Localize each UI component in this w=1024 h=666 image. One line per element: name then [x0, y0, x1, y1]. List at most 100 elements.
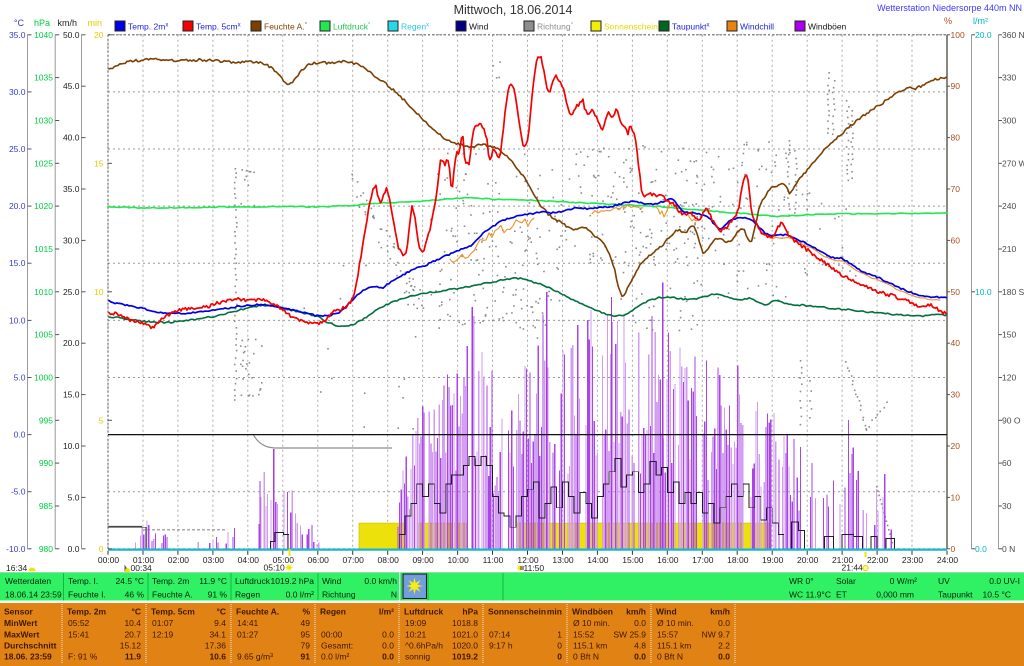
svg-text:35.0: 35.0 — [9, 30, 26, 40]
svg-text:°C: °C — [131, 607, 141, 617]
svg-text:09:00: 09:00 — [412, 555, 434, 565]
svg-text:-5.0: -5.0 — [11, 487, 26, 497]
svg-text:980: 980 — [39, 544, 53, 554]
svg-text:1019.2: 1019.2 — [452, 652, 478, 662]
svg-text:0.0 l/m²: 0.0 l/m² — [286, 590, 315, 600]
svg-text:Windchill: Windchill — [740, 22, 774, 32]
svg-text:0.0: 0.0 — [382, 630, 394, 640]
svg-text:min: min — [87, 18, 102, 28]
svg-text:Richtung: Richtung — [322, 590, 356, 600]
svg-text:km/h: km/h — [57, 18, 77, 28]
svg-text:00:00: 00:00 — [321, 630, 343, 640]
svg-text:30: 30 — [951, 390, 961, 400]
svg-text:16:00: 16:00 — [657, 555, 679, 565]
svg-text:°C: °C — [216, 607, 226, 617]
svg-text:00:00: 00:00 — [98, 555, 120, 565]
svg-text:Wetterdaten: Wetterdaten — [5, 576, 51, 586]
svg-text:0.0: 0.0 — [718, 618, 730, 628]
svg-text:985: 985 — [39, 501, 53, 511]
svg-text:07:00: 07:00 — [343, 555, 365, 565]
svg-text:1021.0: 1021.0 — [452, 630, 478, 640]
svg-text:4.8: 4.8 — [634, 641, 646, 651]
svg-text:0,000 mm: 0,000 mm — [876, 590, 914, 600]
svg-text:50.0: 50.0 — [63, 30, 80, 40]
svg-text:11:00: 11:00 — [483, 555, 504, 565]
svg-text:180 S: 180 S — [1002, 287, 1024, 297]
svg-text:ET: ET — [836, 590, 847, 600]
svg-text:Gesamt:: Gesamt: — [321, 641, 353, 651]
svg-text:Windböen: Windböen — [572, 607, 613, 617]
svg-text:l/m²: l/m² — [973, 16, 988, 26]
svg-text:1015: 1015 — [34, 244, 53, 254]
svg-text:19:09: 19:09 — [405, 618, 427, 628]
svg-text:18:00: 18:00 — [727, 555, 749, 565]
svg-text:11:50: 11:50 — [524, 563, 545, 573]
svg-text:Sonnenschein: Sonnenschein — [604, 22, 658, 32]
svg-text:Luftdruck°: Luftdruck° — [333, 22, 371, 32]
svg-text:10:21: 10:21 — [405, 630, 427, 640]
svg-text:0 Bft N: 0 Bft N — [573, 652, 599, 662]
svg-text:1035: 1035 — [34, 73, 53, 83]
svg-text:01:00: 01:00 — [133, 555, 155, 565]
svg-text:07:14: 07:14 — [489, 630, 511, 640]
svg-text:03:00: 03:00 — [203, 555, 225, 565]
svg-text:9:17 h: 9:17 h — [489, 641, 513, 651]
svg-text:0.0: 0.0 — [634, 618, 646, 628]
svg-text:0.0: 0.0 — [382, 652, 394, 662]
svg-text:40: 40 — [951, 338, 961, 348]
svg-text:Temp. I.: Temp. I. — [68, 576, 98, 586]
svg-text:10:00: 10:00 — [447, 555, 469, 565]
svg-text:60: 60 — [1002, 458, 1012, 468]
svg-text:1040: 1040 — [34, 30, 53, 40]
svg-text:08:00: 08:00 — [378, 555, 400, 565]
svg-text:15:00: 15:00 — [622, 555, 644, 565]
svg-text:Temp. 2m: Temp. 2m — [67, 607, 106, 617]
svg-text:2.2: 2.2 — [718, 641, 730, 651]
svg-text:15: 15 — [94, 158, 104, 168]
svg-text:0.0 UV-I: 0.0 UV-I — [989, 576, 1020, 586]
svg-text:360 N: 360 N — [1002, 30, 1024, 40]
svg-text:17:00: 17:00 — [692, 555, 714, 565]
svg-text:N: N — [391, 590, 397, 600]
svg-text:Wind: Wind — [322, 576, 342, 586]
svg-text:10.6: 10.6 — [209, 652, 226, 662]
svg-text:120: 120 — [1002, 373, 1016, 383]
svg-text:10.5 °C: 10.5 °C — [983, 590, 1011, 600]
svg-text:300: 300 — [1002, 116, 1016, 126]
svg-text:NW 9.7: NW 9.7 — [702, 630, 731, 640]
svg-text:00:34: 00:34 — [131, 563, 153, 573]
svg-text:1019.2 hPa: 1019.2 hPa — [271, 576, 315, 586]
svg-text:14:41: 14:41 — [237, 618, 259, 628]
svg-text:20:00: 20:00 — [797, 555, 819, 565]
svg-text:Sonnenschein: Sonnenschein — [488, 607, 546, 617]
svg-text:Windböen: Windböen — [808, 22, 847, 32]
svg-text:15.0: 15.0 — [63, 390, 80, 400]
svg-text:17.36: 17.36 — [205, 641, 227, 651]
svg-text:80: 80 — [951, 133, 961, 143]
svg-text:15:41: 15:41 — [68, 630, 90, 640]
svg-text:Luftdruck: Luftdruck — [235, 576, 271, 586]
svg-text:15:52: 15:52 — [573, 630, 595, 640]
svg-text:01:27: 01:27 — [237, 630, 259, 640]
svg-text:10.0: 10.0 — [975, 287, 992, 297]
svg-text:1020: 1020 — [34, 201, 53, 211]
svg-text:25.0: 25.0 — [9, 144, 26, 154]
svg-text:5: 5 — [99, 415, 104, 425]
svg-text:hPa: hPa — [34, 18, 50, 28]
svg-text:1025: 1025 — [34, 158, 53, 168]
svg-text:15.12: 15.12 — [120, 641, 142, 651]
svg-text:21:44: 21:44 — [842, 563, 864, 573]
svg-text:Mittwoch, 18.06.2014: Mittwoch, 18.06.2014 — [454, 3, 573, 17]
svg-text:330: 330 — [1002, 73, 1016, 83]
svg-text:1030: 1030 — [34, 116, 53, 126]
svg-text:15:57: 15:57 — [657, 630, 679, 640]
svg-text:Temp. 5cm: Temp. 5cm — [151, 607, 195, 617]
svg-text:0.0: 0.0 — [975, 544, 987, 554]
svg-text:35.0: 35.0 — [63, 184, 80, 194]
svg-text:%: % — [944, 16, 952, 26]
svg-text:18.06.14 23:59: 18.06.14 23:59 — [5, 590, 62, 600]
svg-text:115.1 km: 115.1 km — [657, 641, 691, 651]
svg-text:05:52: 05:52 — [68, 618, 90, 628]
svg-text:30: 30 — [1002, 501, 1012, 511]
svg-text:0.0: 0.0 — [68, 544, 80, 554]
